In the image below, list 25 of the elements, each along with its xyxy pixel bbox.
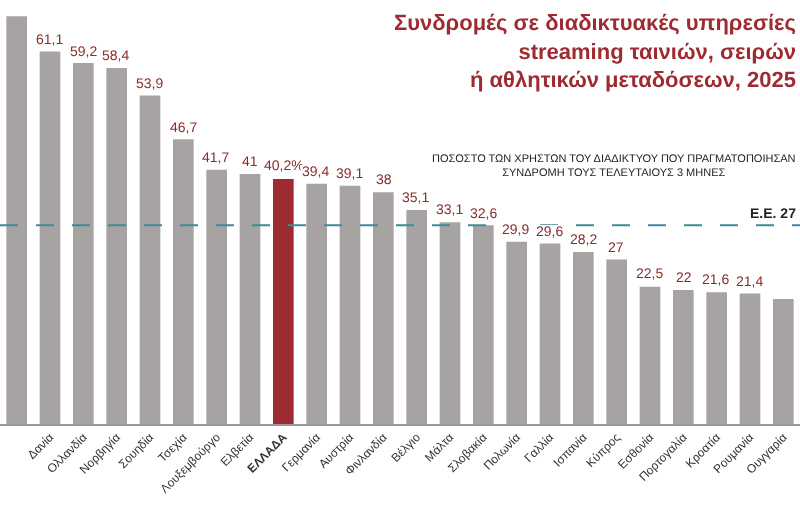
bar [373,192,394,424]
bar [706,292,727,424]
bar [339,185,361,424]
bar [673,289,694,424]
bar [306,183,327,424]
bar [106,67,127,424]
bar [606,259,627,424]
bar [39,51,61,424]
text: Συνδρομές σε διαδικτυακές υπηρεσίες streaming ταινιών, σειρών ή αθλητικών μεταδόσεων, 2025 [394,12,797,94]
bar [6,16,27,424]
bar [739,293,761,424]
bar [73,63,94,424]
bar [639,286,661,424]
bar [239,174,261,424]
bar [439,222,461,424]
bar [573,252,594,424]
bar [206,169,227,424]
bar [773,299,794,424]
bar [406,210,427,424]
bar [473,225,494,424]
bar [139,95,161,424]
bar [273,178,294,424]
bar [506,241,527,424]
bar [539,243,561,424]
bar [173,139,194,424]
